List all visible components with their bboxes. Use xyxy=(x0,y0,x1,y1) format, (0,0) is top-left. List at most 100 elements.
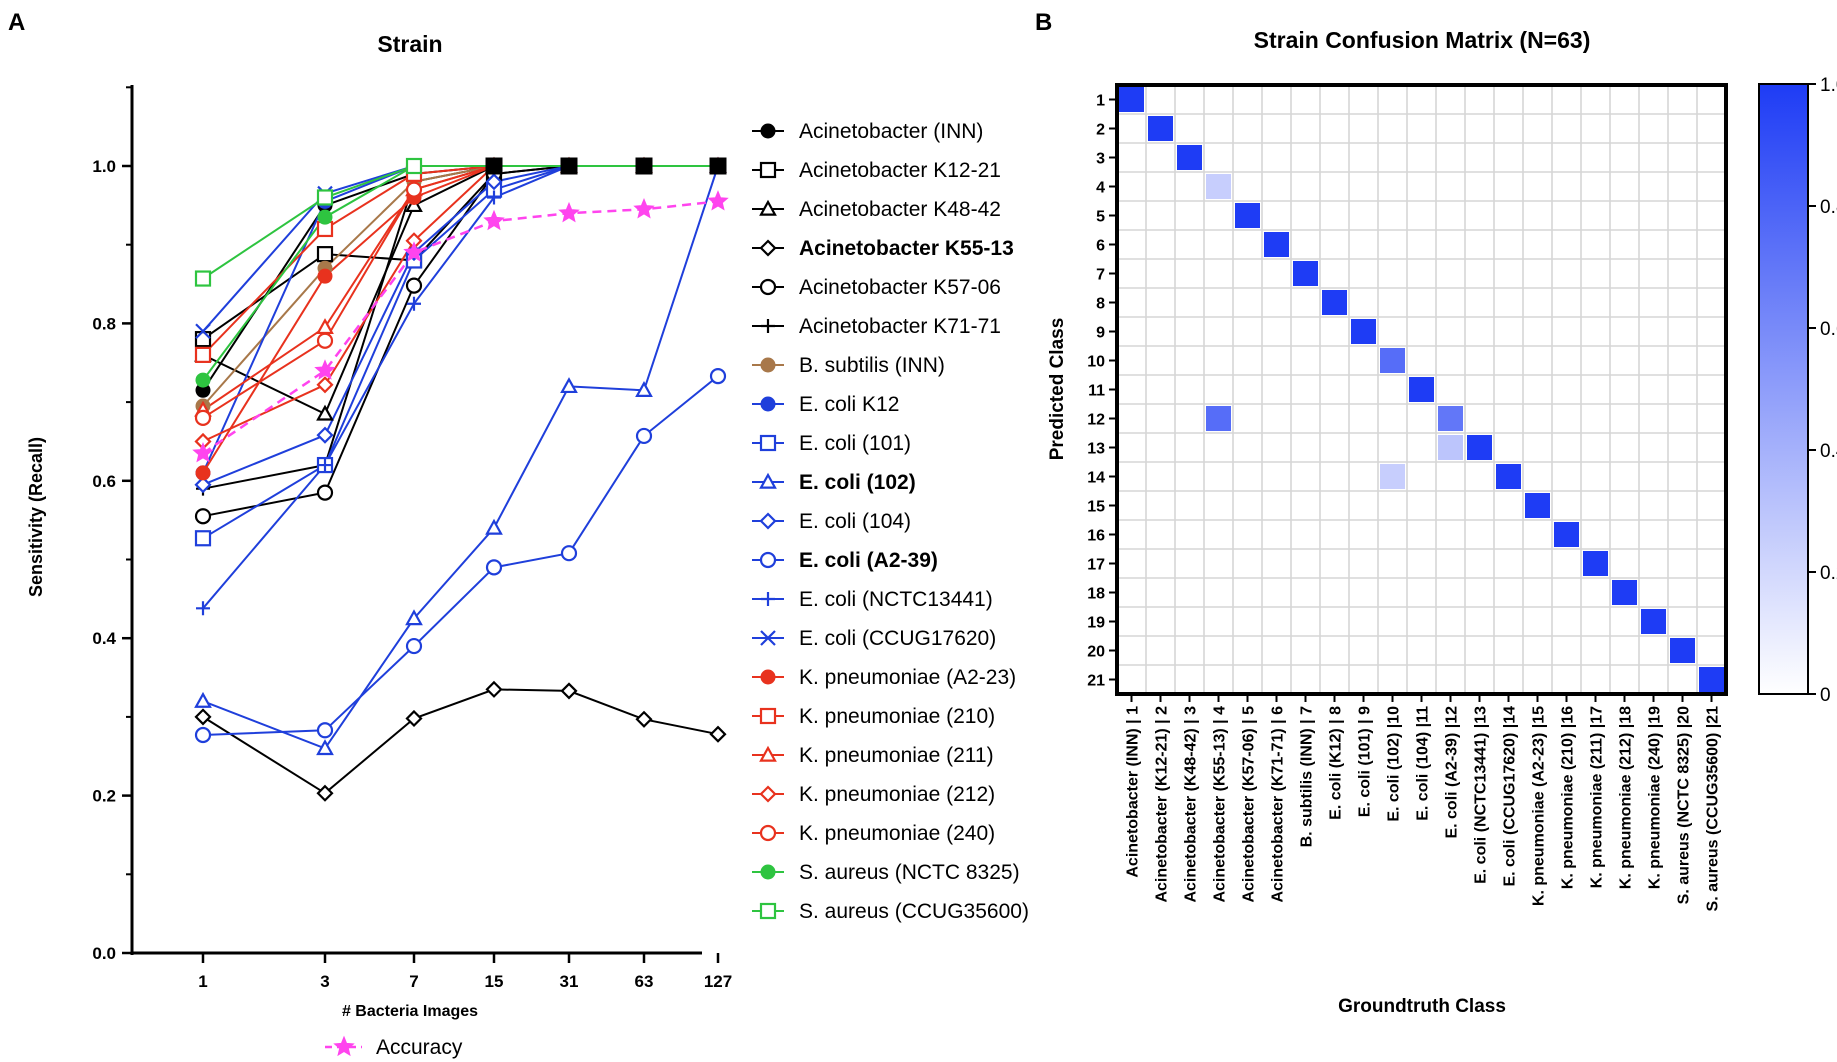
colorbar-tick-label: 1.0 xyxy=(1820,75,1837,96)
data-point xyxy=(316,376,334,394)
heatmap-cell xyxy=(1670,638,1695,663)
colorbar-tick-label: 0.6 xyxy=(1820,319,1837,340)
heatmap-cell xyxy=(1206,406,1231,431)
series-line xyxy=(202,165,719,750)
legend-label: B. subtilis (INN) xyxy=(799,354,945,377)
data-point xyxy=(194,508,212,525)
column-label: K. pneumoniae (211) |17 xyxy=(1589,706,1606,888)
data-point xyxy=(195,465,211,481)
column-label: Acinetobacter (K71-71) | 6 xyxy=(1270,706,1287,903)
data-point xyxy=(405,709,423,728)
legend-marker xyxy=(760,357,776,373)
converged-point xyxy=(635,157,653,175)
column-label: B. subtilis (INN) | 7 xyxy=(1299,706,1316,847)
legend-marker xyxy=(760,630,776,646)
data-point xyxy=(194,708,212,726)
y-tick-label: 0.4 xyxy=(92,629,116,648)
legend-label: Acinetobacter K12-21 xyxy=(799,159,1001,182)
legend-label: Acinetobacter K55-13 xyxy=(799,237,1014,260)
x-tick-label: 127 xyxy=(704,972,732,991)
column-label: K. pneumoniae (240) |19 xyxy=(1647,706,1664,889)
legend-marker xyxy=(759,824,777,842)
x-tick-label: 3 xyxy=(320,972,329,991)
row-label: 18 xyxy=(1087,586,1105,603)
data-point xyxy=(405,181,423,198)
y-tick-label: 0.8 xyxy=(92,314,116,333)
legend-marker xyxy=(759,199,777,216)
data-point xyxy=(405,277,423,294)
row-label: 7 xyxy=(1096,267,1105,284)
data-point xyxy=(485,680,503,698)
legend-label: E. coli (102) xyxy=(799,471,916,494)
heatmap-cell xyxy=(1467,435,1492,460)
heatmap-cell xyxy=(1235,203,1260,228)
data-point xyxy=(316,722,334,739)
column-label: K. pneumoniae (210) |16 xyxy=(1560,706,1577,889)
legend-label: E. coli (101) xyxy=(799,432,911,455)
data-point xyxy=(485,559,503,576)
data-point xyxy=(635,381,653,397)
converged-point xyxy=(560,157,578,175)
accuracy-point xyxy=(483,209,505,231)
row-label: 2 xyxy=(1096,122,1105,139)
colorbar-tick-label: 0 xyxy=(1820,685,1831,706)
data-point xyxy=(317,209,333,225)
y-tick-label: 0.2 xyxy=(92,787,116,806)
heatmap-cell xyxy=(1148,116,1173,141)
legend-marker xyxy=(761,319,775,333)
row-label: 12 xyxy=(1087,412,1105,429)
data-point xyxy=(487,190,501,205)
row-label: 3 xyxy=(1096,151,1105,168)
column-label: Acinetobacter (K57-06) | 5 xyxy=(1241,706,1258,903)
confusion-matrix-heatmap: Strain Confusion Matrix (N=63) Predicted… xyxy=(1047,27,1837,1017)
panel-a-label: A xyxy=(8,9,25,36)
data-point xyxy=(316,784,334,802)
column-label: K. pneumoniae (212) |18 xyxy=(1618,706,1635,889)
data-point xyxy=(316,404,334,421)
legend-label: S. aureus (CCUG35600) xyxy=(799,900,1029,923)
legend-marker xyxy=(759,161,777,179)
legend-label: E. coli (A2-39) xyxy=(799,549,938,572)
accuracy-legend-marker xyxy=(333,1035,355,1057)
legend-label: K. pneumoniae (240) xyxy=(799,822,995,845)
data-point xyxy=(316,426,334,444)
data-point xyxy=(194,331,212,348)
heatmap-cell xyxy=(1438,406,1463,431)
colorbar-tick-label: 0.4 xyxy=(1820,441,1837,462)
heatmap-cell xyxy=(1177,145,1202,170)
series-line xyxy=(202,165,718,416)
column-label: K. pneumoniae (A2-23) |15 xyxy=(1531,706,1548,906)
column-label: E. coli (CCUG17620) |14 xyxy=(1502,706,1519,887)
y-tick-label: 0.0 xyxy=(92,944,116,963)
heatmap-cell xyxy=(1206,174,1231,199)
sensitivity-line-chart: Strain Sensitivity (Recall) # Bacteria I… xyxy=(26,31,1029,1059)
colorbar-tick-label: 0.2 xyxy=(1820,563,1837,584)
row-label: 17 xyxy=(1087,557,1105,574)
column-label: E. coli (104) |11 xyxy=(1415,706,1432,821)
legend-marker xyxy=(759,551,777,569)
data-point xyxy=(560,377,578,394)
data-point xyxy=(317,268,333,284)
accuracy-point xyxy=(314,359,336,380)
accuracy-legend-label: Accuracy xyxy=(376,1036,463,1059)
series-line xyxy=(202,165,718,332)
chart-a-x-label: # Bacteria Images xyxy=(342,1003,478,1020)
data-point xyxy=(194,691,212,708)
legend-label: K. pneumoniae (212) xyxy=(799,783,995,806)
heatmap-cell xyxy=(1119,87,1144,112)
accuracy-point xyxy=(403,241,425,262)
column-label: Acinetobacter (K12-21) | 2 xyxy=(1154,706,1171,903)
data-point xyxy=(194,726,212,744)
legend-marker xyxy=(759,902,777,920)
x-tick-label: 63 xyxy=(635,972,654,991)
chart-b-x-label: Groundtruth Class xyxy=(1338,996,1506,1017)
data-point xyxy=(196,601,210,616)
legend-marker xyxy=(759,434,777,452)
legend-label: S. aureus (NCTC 8325) xyxy=(799,861,1020,884)
legend-marker xyxy=(759,239,777,257)
row-label: 13 xyxy=(1087,441,1105,458)
legend-label: Acinetobacter K48-42 xyxy=(799,198,1001,221)
heatmap-cell xyxy=(1554,522,1579,547)
legend-marker xyxy=(759,707,777,725)
